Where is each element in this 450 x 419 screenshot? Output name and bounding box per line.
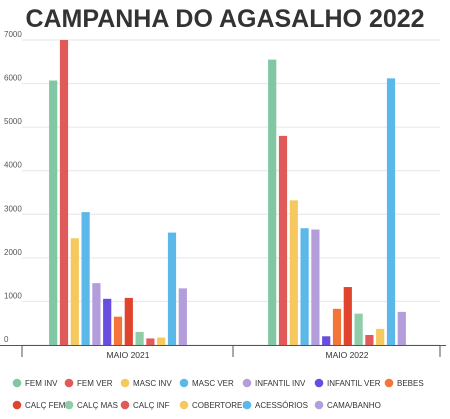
- bars: [49, 40, 406, 346]
- y-tick-label: 7000: [4, 30, 22, 39]
- bar: [332, 308, 342, 345]
- legend-swatch: [120, 400, 130, 410]
- legend-label: FEM VER: [77, 379, 113, 388]
- bar: [397, 311, 406, 345]
- legend-label: CAMA/BANHO: [327, 401, 381, 410]
- legend-swatch: [12, 400, 22, 410]
- bar: [178, 288, 187, 345]
- legend-swatch: [384, 378, 394, 388]
- bar: [157, 337, 166, 345]
- bar: [113, 316, 123, 345]
- bar: [322, 336, 331, 345]
- legend-swatch: [242, 400, 252, 410]
- legend-label: COBERTORES: [192, 401, 248, 410]
- bar: [167, 232, 177, 345]
- bar: [311, 229, 320, 345]
- legend-swatch: [179, 400, 189, 410]
- legend-swatch: [64, 378, 74, 388]
- legend-label: CALÇ INF: [133, 401, 170, 410]
- legend-swatch: [314, 378, 324, 388]
- legend-label: CALÇ MAS: [77, 401, 118, 410]
- y-tick-label: 2000: [4, 248, 22, 257]
- bar: [343, 287, 352, 345]
- bar: [146, 338, 155, 345]
- bar: [59, 40, 69, 345]
- bar: [81, 212, 90, 345]
- bar: [70, 238, 79, 345]
- y-tick-label: 6000: [4, 74, 22, 83]
- bar: [135, 331, 144, 345]
- bar: [124, 297, 133, 345]
- bar: [49, 80, 58, 346]
- legend-label: BEBES: [397, 379, 424, 388]
- bar: [103, 298, 112, 345]
- x-axis: MAIO 2021 MAIO 2022: [0, 345, 446, 360]
- legend-label: MASC INV: [133, 379, 172, 388]
- y-axis-ticks: 0 1000 2000 3000 4000 5000 6000 7000: [4, 30, 22, 344]
- legend-swatch: [120, 378, 130, 388]
- legend: FEM INV FEM VER MASC INV MASC VER INFANTIL I…: [12, 378, 424, 410]
- bar: [354, 313, 363, 345]
- legend-label: INFANTIL VER: [327, 379, 381, 388]
- y-tick-label: 4000: [4, 161, 22, 170]
- legend-swatch: [64, 400, 74, 410]
- legend-label: ACESSÓRIOS: [255, 401, 308, 410]
- legend-label: INFANTIL INV: [255, 379, 306, 388]
- y-tick-label: 5000: [4, 117, 22, 126]
- chart-title: CAMPANHA DO AGASALHO 2022: [25, 5, 424, 33]
- x-tick-label: MAIO 2022: [326, 350, 369, 360]
- bar: [376, 328, 385, 345]
- legend-swatch: [12, 378, 22, 388]
- legend-label: CALÇ FEM: [25, 401, 66, 410]
- bar: [289, 200, 298, 345]
- legend-swatch: [179, 378, 189, 388]
- legend-swatch: [314, 400, 324, 410]
- y-tick-label: 0: [4, 335, 9, 344]
- bar: [268, 59, 277, 345]
- legend-label: MASC VER: [192, 379, 234, 388]
- bar: [278, 135, 288, 345]
- grid-lines: [22, 39, 440, 346]
- bar: [300, 228, 309, 345]
- y-tick-label: 3000: [4, 204, 22, 213]
- y-tick-label: 1000: [4, 291, 22, 300]
- x-tick-label: MAIO 2021: [107, 350, 150, 360]
- legend-swatch: [242, 378, 252, 388]
- bar: [92, 283, 101, 345]
- bar: [386, 78, 396, 345]
- bar: [365, 334, 374, 345]
- legend-label: FEM INV: [25, 379, 58, 388]
